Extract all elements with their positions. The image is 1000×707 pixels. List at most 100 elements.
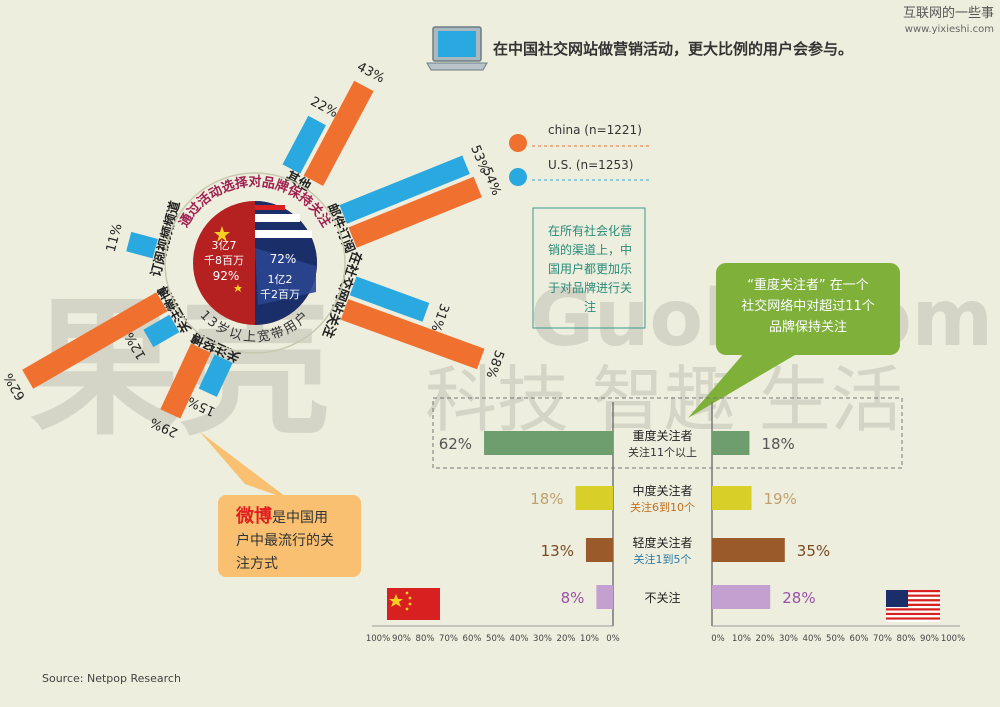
radial-label-china: 43% — [354, 60, 387, 87]
channels-callout-box — [532, 207, 646, 329]
radial-bar-us — [126, 231, 158, 259]
legend-china-label: china (n=1221) — [548, 123, 642, 137]
radial-label-us: 11% — [104, 222, 126, 254]
butterfly-category-title: 中度关注者 — [632, 483, 692, 498]
tick-left: 80% — [416, 634, 435, 644]
radial-bar-us — [198, 354, 233, 397]
tick-right: 20% — [756, 634, 775, 644]
butterfly-label-us: 19% — [764, 490, 797, 508]
radial-label-china: 54% — [479, 165, 504, 197]
channels-callout-line: 注 — [584, 299, 596, 314]
tick-right: 0% — [711, 634, 725, 644]
tick-right: 70% — [873, 634, 892, 644]
channels-callout-line: 于对品牌进行关 — [548, 281, 632, 295]
china-pop-line2: 千8百万 — [204, 254, 244, 267]
us-pct: 72% — [270, 252, 297, 266]
weibo-callout-pointer — [200, 432, 290, 500]
weibo-callout-line: 户中最流行的关 — [236, 532, 334, 549]
site-name: 互联网的一些事 — [903, 5, 994, 21]
tick-left: 50% — [486, 634, 505, 644]
tick-right: 100% — [941, 634, 965, 644]
butterfly-category-title: 轻度关注者 — [632, 535, 692, 550]
heavy-callout-line: 品牌保持关注 — [769, 319, 847, 335]
legend-china-dot — [509, 134, 527, 152]
tick-left: 30% — [533, 634, 552, 644]
weibo-callout-box — [218, 495, 361, 577]
us-pop-line1: 1亿2 — [268, 273, 293, 286]
china-pct: 92% — [213, 269, 240, 283]
tick-left: 20% — [557, 634, 576, 644]
tick-left: 70% — [439, 634, 458, 644]
radial-label-us: 31% — [428, 301, 452, 333]
legend: china (n=1221) U.S. (n=1253) — [509, 123, 650, 186]
butterfly-bar-china — [596, 585, 613, 609]
china-flag-icon — [387, 588, 440, 620]
radial-bar-us — [282, 115, 326, 174]
radial-label-china: 62% — [1, 370, 28, 403]
legend-us-dot — [509, 168, 527, 186]
heavy-callout-pointer — [688, 352, 800, 418]
butterfly-bar-china — [585, 538, 613, 562]
heavy-highlight-box — [432, 397, 903, 469]
butterfly-label-bg — [614, 536, 711, 564]
tick-left: 40% — [510, 634, 529, 644]
radial-bar-china — [303, 80, 374, 186]
butterfly-label-bg — [614, 429, 711, 457]
channels-callout-line: 国用户都更加乐 — [548, 261, 632, 276]
radial-bar-us — [339, 155, 470, 224]
us-stripes — [255, 205, 312, 238]
butterfly-label-us: 28% — [782, 589, 815, 607]
butterfly-bar-us — [712, 585, 771, 609]
radial-bar-china — [160, 343, 211, 419]
watermark-slogan: 科技 智趣 生活 — [425, 358, 903, 442]
tick-left: 0% — [606, 634, 620, 644]
tick-right: 80% — [897, 634, 916, 644]
butterfly-bar-us — [712, 431, 750, 455]
source: Source: Netpop Research — [42, 672, 181, 685]
butterfly-label-china: 13% — [541, 542, 574, 560]
tick-right: 10% — [732, 634, 751, 644]
tick-left: 60% — [463, 634, 482, 644]
legend-us-label: U.S. (n=1253) — [548, 158, 633, 172]
butterfly-category-sub: 关注11个以上 — [628, 445, 697, 459]
butterfly-label-us: 35% — [797, 542, 830, 560]
weibo-highlight: 微博 — [235, 505, 272, 527]
tick-right: 30% — [779, 634, 798, 644]
butterfly-label-bg — [614, 484, 711, 512]
us-pop-line2: 千2百万 — [260, 288, 300, 301]
butterfly-bar-china — [575, 486, 613, 510]
radial-bar-us — [143, 314, 180, 348]
site-url: www.yixieshi.com — [905, 24, 994, 35]
radial-bar-china — [340, 299, 485, 370]
heavy-callout-line: “重度关注者” 在一个 — [747, 277, 869, 293]
tick-left: 90% — [392, 634, 411, 644]
butterfly-category-sub: 关注1到5个 — [634, 552, 692, 566]
butterfly-category-sub: 关注6到10个 — [630, 500, 695, 514]
butterfly-label-china: 62% — [439, 435, 472, 453]
butterfly-label-china: 18% — [530, 490, 563, 508]
tick-left: 100% — [366, 634, 390, 644]
weibo-callout-line: 微博是中国用 — [235, 505, 328, 527]
tick-right: 90% — [920, 634, 939, 644]
radial-bar-china — [22, 292, 168, 389]
butterfly-bar-us — [712, 486, 752, 510]
heavy-callout-box — [716, 263, 900, 355]
channels-callout-line: 销的渠道上，中 — [548, 242, 632, 257]
radial-bar-us — [349, 276, 430, 322]
heavy-callout-line: 社交网络中对超过11个 — [741, 298, 875, 314]
butterfly-bar-us — [712, 538, 785, 562]
headline: 在中国社交网站做营销活动，更大比例的用户会参与。 — [493, 40, 853, 58]
us-flag-icon — [886, 590, 940, 622]
tick-left: 10% — [580, 634, 599, 644]
radial-bar-china — [348, 176, 482, 248]
tick-right: 50% — [826, 634, 845, 644]
channels-callout-line: 在所有社会化营 — [548, 223, 632, 238]
butterfly-category-title: 重度关注者 — [632, 428, 692, 443]
center-pie: 3亿7 千8百万 92% 72% 1亿2 千2百万 — [164, 172, 346, 354]
butterfly-category-title: 不关注 — [644, 590, 680, 605]
